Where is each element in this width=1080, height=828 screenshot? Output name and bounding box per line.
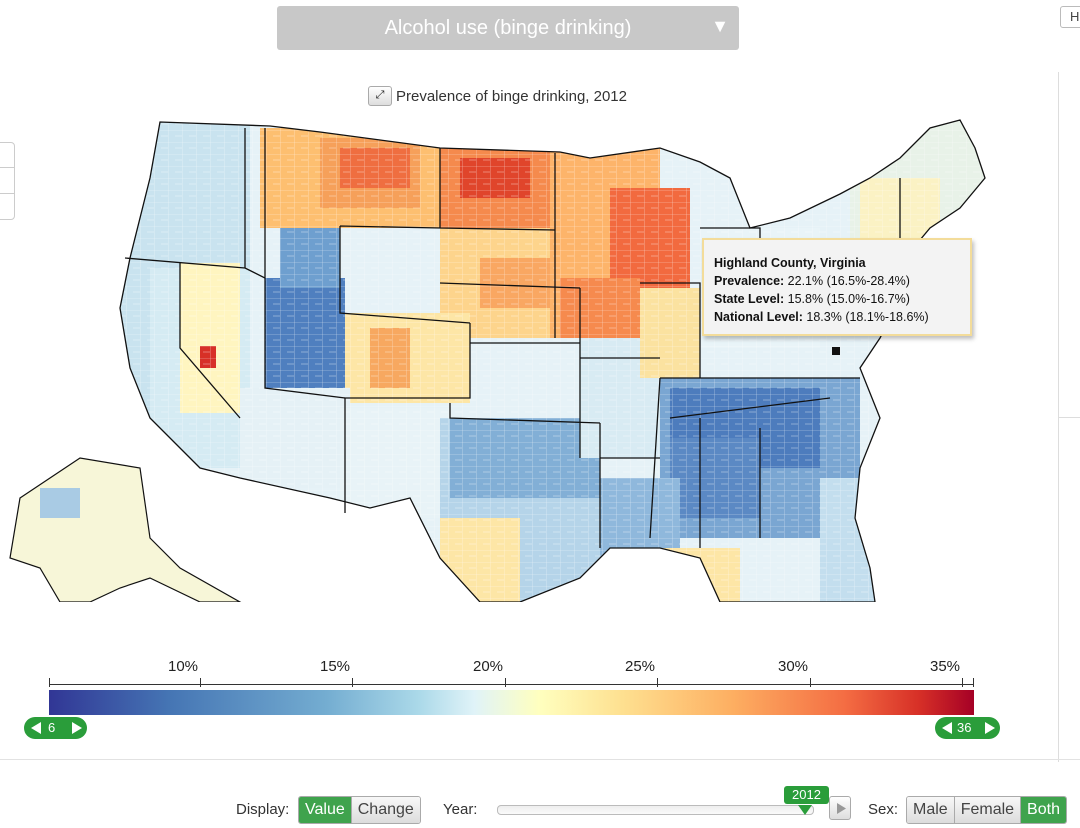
year-label: Year: xyxy=(443,801,478,818)
sex-female-button[interactable]: Female xyxy=(953,797,1021,823)
chevron-left-icon xyxy=(31,722,41,734)
help-button[interactable]: H xyxy=(1060,6,1080,28)
controls-divider xyxy=(0,759,1080,760)
dropdown-arrow-icon: ▼ xyxy=(711,16,729,36)
legend-tick-mark xyxy=(200,678,201,687)
legend-tick-label: 35% xyxy=(929,658,961,675)
tooltip-county-name: Highland County, Virginia xyxy=(714,256,866,270)
display-change-button[interactable]: Change xyxy=(350,797,420,823)
tooltip-prevalence-label: Prevalence: xyxy=(714,274,785,288)
legend-axis xyxy=(49,684,974,685)
zoom-controls[interactable] xyxy=(0,142,15,220)
legend-tick-mark xyxy=(810,678,811,687)
county-choropleth-map[interactable] xyxy=(0,118,1080,602)
display-toggle[interactable]: Value Change xyxy=(298,796,421,824)
legend-tick-mark xyxy=(49,678,50,687)
legend-tick-label: 25% xyxy=(624,658,656,675)
legend-min-handle[interactable]: 6 xyxy=(24,717,87,739)
sex-label: Sex: xyxy=(868,801,899,818)
play-button[interactable] xyxy=(829,796,851,820)
year-badge: 2012 xyxy=(784,786,829,804)
legend-color-scale xyxy=(49,690,974,715)
map-title-text: Prevalence of binge drinking, 2012 xyxy=(396,87,627,105)
display-label: Display: xyxy=(236,801,290,818)
chevron-left-icon xyxy=(942,722,952,734)
legend-tick-label: 20% xyxy=(472,658,504,675)
tooltip-national-row: National Level: 18.3% (18.1%-18.6%) xyxy=(714,308,960,326)
legend-tick-label: 10% xyxy=(167,658,199,675)
tooltip-state-row: State Level: 15.8% (15.0%-16.7%) xyxy=(714,290,960,308)
legend-tick-mark xyxy=(352,678,353,687)
legend-tick-mark xyxy=(962,678,963,687)
play-icon xyxy=(837,803,846,814)
zoom-divider xyxy=(0,167,14,168)
chevron-right-icon xyxy=(72,722,82,734)
right-panel-divider-horizontal xyxy=(1058,417,1080,418)
legend-max-handle[interactable]: 36 xyxy=(935,717,1000,739)
contiguous-us[interactable] xyxy=(0,118,1080,602)
year-slider[interactable] xyxy=(497,805,814,815)
sex-toggle[interactable]: Male Female Both xyxy=(906,796,1067,824)
tooltip-state-label: State Level: xyxy=(714,292,785,306)
tooltip-national-value: 18.3% (18.1%-18.6%) xyxy=(806,310,929,324)
legend-tick-mark xyxy=(973,678,974,687)
tooltip-national-label: National Level: xyxy=(714,310,803,324)
legend-tick-mark xyxy=(657,678,658,687)
display-value-button[interactable]: Value xyxy=(299,797,351,823)
selected-county-marker xyxy=(832,347,840,355)
tooltip-prevalence-value: 22.1% (16.5%-28.4%) xyxy=(787,274,910,288)
legend-tick-mark xyxy=(505,678,506,687)
legend-max-value: 36 xyxy=(957,720,972,735)
indicator-dropdown[interactable]: Alcohol use (binge drinking) ▼ xyxy=(277,6,739,50)
county-tooltip: Highland County, Virginia Prevalence: 22… xyxy=(702,238,972,336)
chevron-right-icon xyxy=(985,722,995,734)
expand-arrows-icon[interactable]: ⤢ xyxy=(368,86,392,106)
state-borders xyxy=(119,119,986,602)
year-slider-handle[interactable] xyxy=(798,805,812,815)
tooltip-prevalence-row: Prevalence: 22.1% (16.5%-28.4%) xyxy=(714,272,960,290)
legend-ticks: 10% 15% 20% 25% 30% 35% xyxy=(0,658,1080,688)
sex-both-button[interactable]: Both xyxy=(1020,797,1066,823)
legend-tick-label: 30% xyxy=(777,658,809,675)
map-title: ⤢ Prevalence of binge drinking, 2012 xyxy=(368,86,627,106)
indicator-selected-label: Alcohol use (binge drinking) xyxy=(384,16,632,39)
alaska[interactable] xyxy=(9,457,242,602)
legend-min-value: 6 xyxy=(48,720,56,735)
tooltip-state-value: 15.8% (15.0%-16.7%) xyxy=(787,292,910,306)
sex-male-button[interactable]: Male xyxy=(907,797,954,823)
legend-tick-label: 15% xyxy=(319,658,351,675)
zoom-divider xyxy=(0,193,14,194)
